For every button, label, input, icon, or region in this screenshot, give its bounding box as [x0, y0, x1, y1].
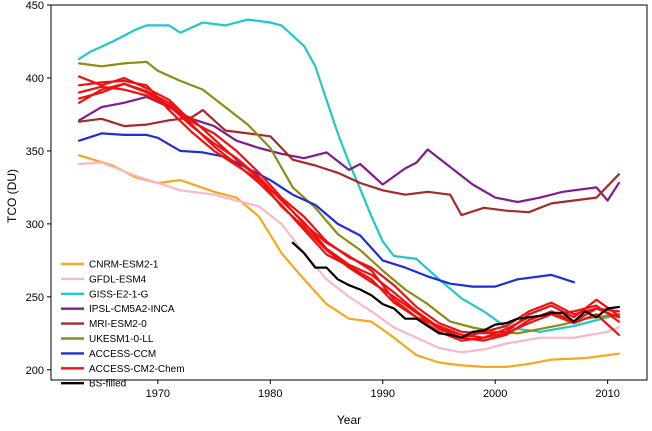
- series-line-cnrm-esm2-1: [77, 154, 621, 368]
- series-line-member-10: [77, 85, 621, 339]
- y-tick-label: 200: [26, 365, 44, 377]
- series-line-ukesm1-0-ll: [77, 60, 621, 335]
- legend-item-access-ccm: ACCESS-CCM: [61, 349, 156, 360]
- series-line-gfdl-esm4: [77, 161, 621, 354]
- legend-label: GISS-E2-1-G: [89, 289, 149, 300]
- legend-label: ACCESS-CCM: [89, 349, 156, 360]
- legend-label: UKESM1-0-LL: [89, 334, 154, 345]
- plot-frame: [50, 4, 648, 381]
- legend-item-mri-esm2-0: MRI-ESM2-0: [61, 319, 147, 330]
- legend-item-access-cm2-chem: ACCESS-CM2-Chem: [61, 364, 185, 375]
- legend-item-bs-filled: BS-filled: [61, 379, 126, 390]
- series-line-bs-filled: [291, 241, 621, 339]
- series-line-member-11: [77, 82, 621, 342]
- plot-lines: [77, 18, 621, 368]
- legend-item-gfdl-esm4: GFDL-ESM4: [61, 274, 147, 285]
- y-tick-label: 300: [26, 219, 44, 231]
- legend-item-ukesm1-0-ll: UKESM1-0-LL: [61, 334, 154, 345]
- legend: CNRM-ESM2-1 GFDL-ESM4 GISS-E2-1-G IPSL-CM5A…: [61, 260, 185, 390]
- series-line-giss-e2-1-g: [77, 18, 621, 333]
- x-tick-label: 1990: [370, 388, 394, 400]
- series-line-access-ccm: [77, 132, 576, 288]
- series-line-mri-esm2-0: [77, 108, 621, 217]
- series-line-ipsl-cm5a2-inca: [77, 95, 621, 204]
- legend-label: CNRM-ESM2-1: [89, 260, 159, 271]
- x-tick-label: 1970: [146, 388, 170, 400]
- legend-label: IPSL-CM5A2-INCA: [89, 304, 175, 315]
- x-tick-label: 2000: [483, 388, 507, 400]
- y-tick-label: 450: [26, 0, 44, 12]
- legend-item-cnrm-esm2-1: CNRM-ESM2-1: [61, 260, 159, 271]
- legend-label: BS-filled: [89, 379, 126, 390]
- y-tick-label: 400: [26, 73, 44, 85]
- legend-item-ipsl-cm5a2-inca: IPSL-CM5A2-INCA: [61, 304, 175, 315]
- x-tick-label: 2010: [595, 388, 619, 400]
- x-tick-label: 1980: [258, 388, 282, 400]
- legend-item-giss-e2-1-g: GISS-E2-1-G: [61, 289, 149, 300]
- x-axis-title: Year: [337, 413, 361, 427]
- series-line-access-cm2-chem: [77, 75, 621, 335]
- legend-label: MRI-ESM2-0: [89, 319, 147, 330]
- y-tick-label: 350: [26, 146, 44, 158]
- x-axis: 1970 1980 1990 2000 2010: [146, 380, 620, 400]
- series-line-member-8: [77, 82, 621, 342]
- legend-label: GFDL-ESM4: [89, 274, 147, 285]
- legend-label: ACCESS-CM2-Chem: [89, 364, 185, 375]
- y-axis-title: TCO (DU): [5, 169, 19, 223]
- y-tick-label: 250: [26, 292, 44, 304]
- y-axis: 200 250 300 350 400 450: [26, 0, 51, 377]
